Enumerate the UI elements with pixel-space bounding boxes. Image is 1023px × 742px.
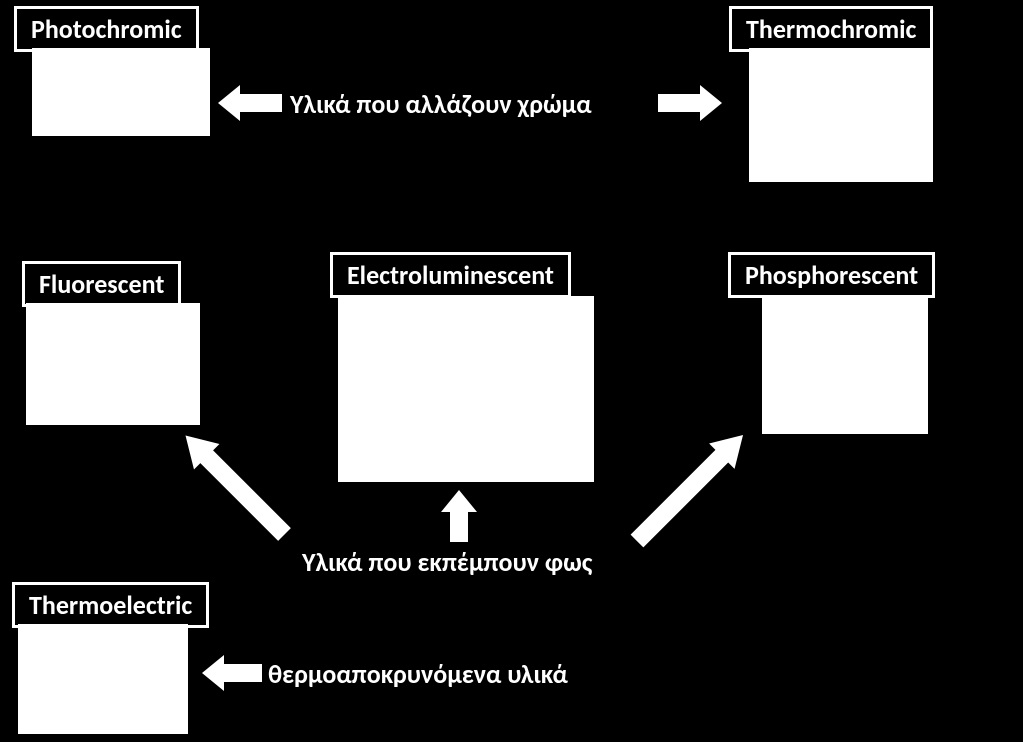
caption-text: Υλικά που εκπέμπουν φως	[302, 546, 592, 578]
arrow-up-icon	[441, 490, 477, 542]
node-photochromic-label: Photochromic	[14, 6, 199, 52]
node-photochromic-image	[32, 48, 210, 136]
caption-text: θερμοαποκρυνόμενα υλικά	[268, 658, 568, 690]
node-thermochromic-image	[749, 48, 933, 182]
label-text: Thermochromic	[746, 13, 916, 45]
label-text: Fluorescent	[39, 268, 164, 300]
node-fluorescent-label: Fluorescent	[22, 261, 181, 307]
arrow-left-icon	[202, 655, 262, 691]
caption-text: Υλικά που αλλάζουν χρώμα	[290, 88, 592, 120]
caption-color-change: Υλικά που αλλάζουν χρώμα	[290, 88, 592, 120]
node-electroluminescent-label: Electroluminescent	[330, 252, 571, 298]
label-text: Electroluminescent	[347, 259, 554, 291]
arrow-right-icon	[658, 85, 722, 121]
label-text: Phosphorescent	[745, 259, 918, 291]
label-text: Thermoelectric	[29, 589, 192, 621]
arrow-left-icon	[218, 85, 282, 121]
arrow-diag-ur-icon	[620, 418, 760, 558]
node-thermochromic-label: Thermochromic	[729, 6, 933, 52]
node-phosphorescent-image	[762, 296, 928, 434]
arrow-diag-ul-icon	[170, 420, 300, 550]
label-text: Photochromic	[31, 13, 182, 45]
caption-thermo-remove: θερμοαποκρυνόμενα υλικά	[268, 658, 568, 690]
node-thermoelectric-label: Thermoelectric	[12, 582, 209, 628]
node-fluorescent-image	[26, 303, 200, 425]
node-thermoelectric-image	[18, 624, 188, 734]
caption-emit-light: Υλικά που εκπέμπουν φως	[302, 546, 592, 578]
node-phosphorescent-label: Phosphorescent	[728, 252, 935, 298]
node-electroluminescent-image	[338, 296, 594, 482]
